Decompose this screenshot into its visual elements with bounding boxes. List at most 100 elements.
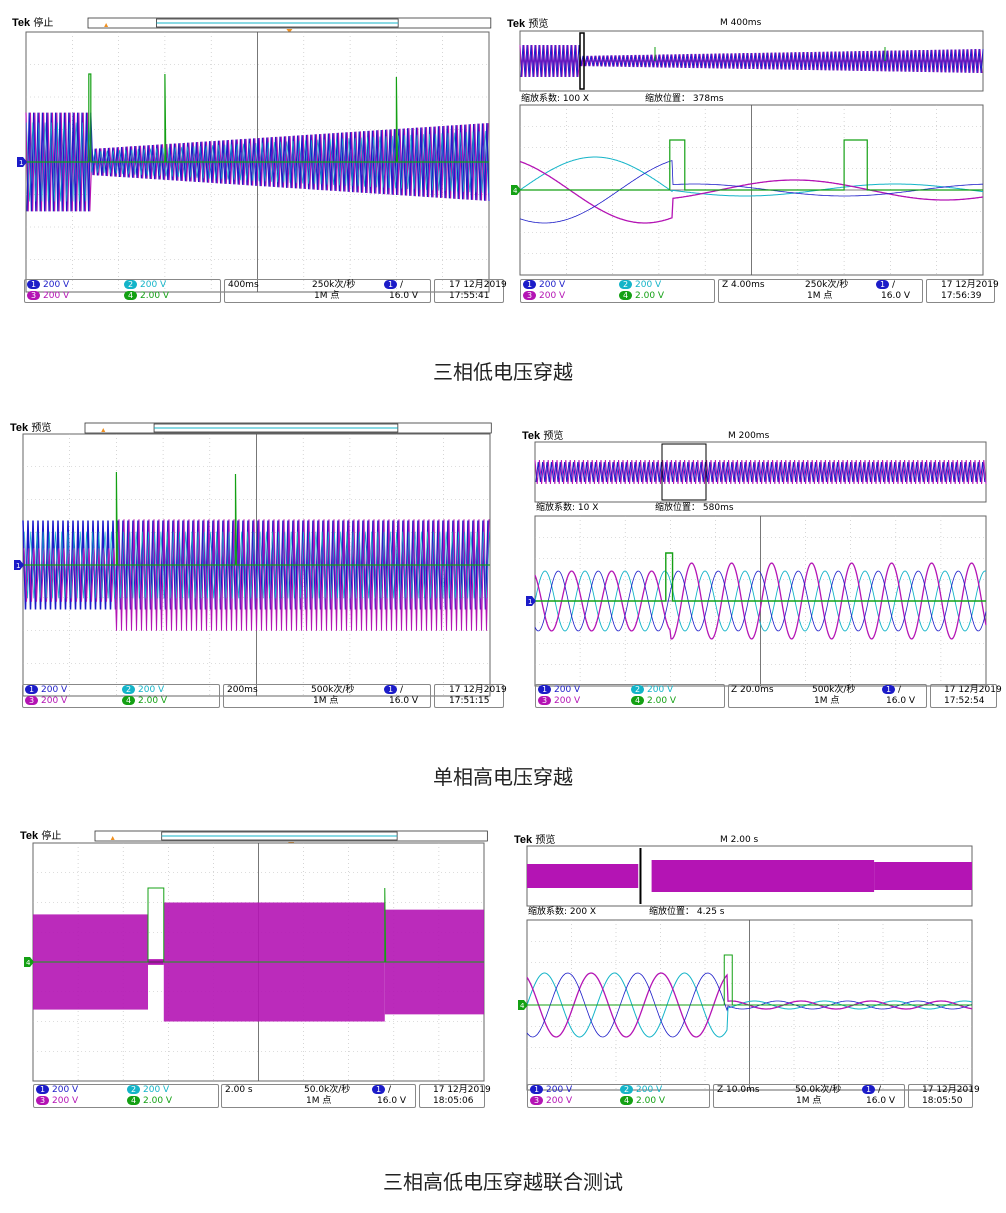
ch3-scale: 3 200 V	[25, 696, 67, 706]
brand-logo: Tek	[507, 18, 526, 30]
zoom-traces	[519, 139, 984, 224]
channel-panel	[22, 684, 220, 708]
brand-logo: Tek	[12, 17, 31, 29]
ch4-trace	[33, 887, 484, 963]
svg-text:4: 4	[513, 187, 518, 195]
ch1-scale: 1 200 V	[25, 685, 67, 695]
ch1-scale: 1 200 V	[523, 280, 565, 290]
sample-rate: 500k次/秒	[311, 685, 355, 695]
sample-rate: 250k次/秒	[805, 280, 849, 290]
status-bar: 1 200 V 2 200 V 3 200 V 4 2.00 V 200ms 500k次/秒 1M …	[22, 684, 507, 708]
brand-logo: Tek	[10, 422, 29, 434]
timebase: 400ms	[228, 280, 259, 290]
clock-panel	[926, 279, 995, 303]
trigger-level: 16.0 V	[377, 1096, 407, 1106]
ch2-scale: 2 200 V	[631, 685, 673, 695]
ch4-trace	[520, 139, 983, 191]
ch4-scale: 4 2.00 V	[620, 1096, 665, 1106]
main-timebase: M 400ms	[720, 18, 762, 28]
caption-3: 三相高低电压穿越联合测试	[383, 1170, 623, 1194]
ch3-scale: 3 200 V	[530, 1096, 572, 1106]
ch4-scale: 4 2.00 V	[122, 696, 167, 706]
acq-panel	[221, 1084, 416, 1108]
timebase: 200ms	[227, 685, 258, 695]
channel-marker: 4	[511, 185, 521, 195]
zoom-traces	[526, 954, 973, 1038]
ch3-scale: 3 200 V	[36, 1096, 78, 1106]
zoom-position: 缩放位置： 378ms	[645, 94, 724, 104]
date: 17 12月2019	[449, 280, 507, 290]
status-bar: 1 200 V 2 200 V 3 200 V 4 2.00 V Z 20.0ms 500k次/秒…	[535, 684, 1002, 708]
clock-panel	[908, 1084, 973, 1108]
ch1-trace	[22, 520, 489, 610]
overview-traces	[527, 860, 972, 892]
scope-header: Tek 预览	[522, 430, 563, 443]
channel-marker: 1	[14, 560, 24, 570]
channel-panel	[527, 1084, 710, 1108]
status-bar: 1 200 V 2 200 V 3 200 V 4 2.00 V Z 4.00ms 250k次/秒…	[520, 279, 999, 303]
caption-2: 单相高电压穿越	[433, 765, 573, 789]
channel-marker: 4	[518, 1000, 528, 1010]
ch4-trace	[535, 552, 986, 602]
zoom-window-marker	[661, 443, 707, 501]
record-length-bar	[87, 17, 492, 33]
run-state: 预览	[543, 431, 564, 442]
ch1-trace	[519, 160, 983, 224]
zoom-traces	[534, 552, 987, 640]
scope-left-1: Tek 停止 1	[10, 15, 506, 307]
svg-text:1: 1	[19, 159, 23, 167]
trigger-level: 16.0 V	[886, 696, 916, 706]
record-length: 1M 点	[814, 696, 840, 706]
acq-panel	[728, 684, 927, 708]
status-bar: 1 200 V 2 200 V 3 200 V 4 2.00 V 400ms 250k次/秒 1M …	[24, 279, 507, 303]
timebase: 2.00 s	[225, 1085, 253, 1095]
timebase: Z 20.0ms	[731, 685, 774, 695]
ch4-trace	[527, 954, 972, 1006]
scope-right-3: Tek 预览 M 2.00 s 4 缩放系数: 200 X 缩放位置： 4.25…	[512, 830, 990, 1112]
trigger-source: 1/	[882, 685, 901, 695]
run-state: 预览	[535, 835, 556, 846]
ch1-scale: 1 200 V	[530, 1085, 572, 1095]
ch4-scale: 4 2.00 V	[619, 291, 664, 301]
sample-rate: 250k次/秒	[312, 280, 356, 290]
scope-left-2: Tek 预览 1	[8, 420, 506, 712]
svg-text:1: 1	[16, 562, 20, 570]
record-length: 1M 点	[314, 291, 340, 301]
status-bar: 1 200 V 2 200 V 3 200 V 4 2.00 V 2.00 s 50.0k次/秒 1…	[33, 1084, 491, 1108]
clock-panel	[434, 279, 504, 303]
overview-traces	[534, 459, 987, 485]
time: 17:56:39	[941, 291, 982, 301]
run-state: 停止	[33, 18, 54, 29]
trigger-source: 1/	[384, 280, 403, 290]
ch3-trace	[23, 519, 490, 631]
time: 17:55:41	[449, 291, 490, 301]
channel-marker: 1	[17, 157, 27, 167]
time: 17:51:15	[449, 696, 490, 706]
sample-rate: 500k次/秒	[812, 685, 856, 695]
record-length: 1M 点	[306, 1096, 332, 1106]
record-length: 1M 点	[796, 1096, 822, 1106]
waveform-display: 1	[17, 17, 492, 293]
scope-header: Tek 预览	[507, 18, 548, 31]
time: 18:05:50	[922, 1096, 963, 1106]
zoom-display: 4	[518, 845, 973, 1091]
trigger-source: 1/	[876, 280, 895, 290]
ch2-trace	[24, 531, 490, 599]
ch3-trace	[519, 160, 984, 224]
scope-header: Tek 停止	[20, 830, 61, 843]
zoom-window-marker	[579, 32, 585, 90]
brand-logo: Tek	[522, 430, 541, 442]
ch1-trace	[526, 972, 973, 1038]
clock-panel	[419, 1084, 485, 1108]
trigger-level: 16.0 V	[389, 696, 419, 706]
svg-text:4: 4	[26, 959, 31, 967]
acq-panel	[713, 1084, 905, 1108]
status-bar: 1 200 V 2 200 V 3 200 V 4 2.00 V Z 10.0ms 50.0k次/…	[527, 1084, 980, 1108]
trigger-source: 1/	[372, 1085, 391, 1095]
channel-panel	[520, 279, 715, 303]
ch4-trace	[26, 73, 489, 163]
timebase: Z 10.0ms	[717, 1085, 760, 1095]
ch2-trace	[534, 570, 987, 632]
scope-left-3: Tek 停止 4	[18, 828, 496, 1110]
ch4-scale: 4 2.00 V	[127, 1096, 172, 1106]
